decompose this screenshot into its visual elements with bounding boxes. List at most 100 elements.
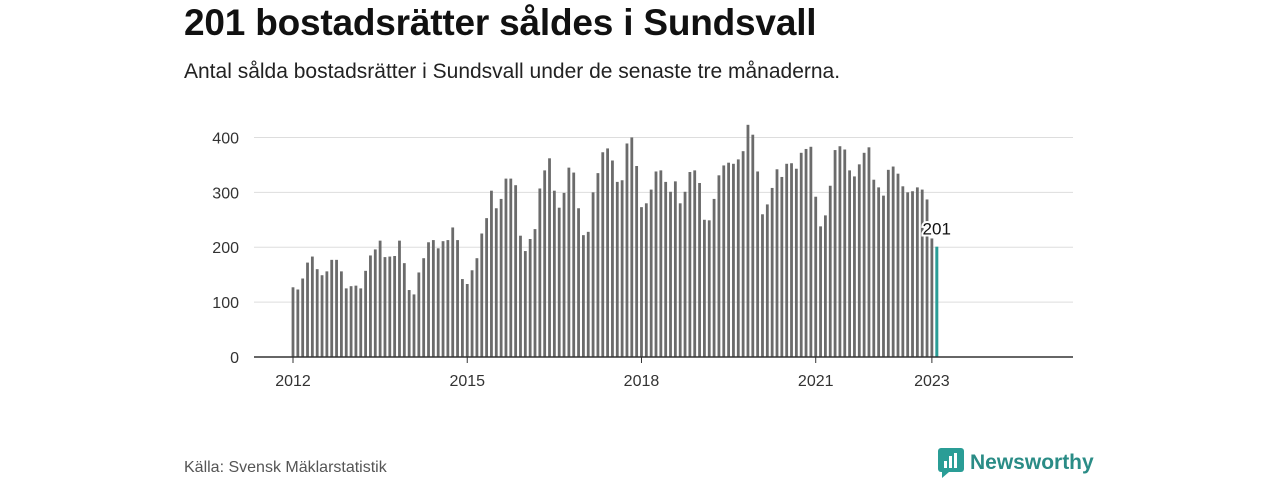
- bar: [727, 162, 730, 357]
- bar: [567, 167, 571, 357]
- chart-title: 201 bostadsrätter såldes i Sundsvall: [184, 2, 817, 43]
- bar: [911, 191, 914, 357]
- bar: [780, 176, 784, 357]
- bar: [630, 137, 634, 357]
- bar: [785, 163, 789, 357]
- bar: [906, 192, 910, 357]
- bar: [930, 238, 934, 357]
- bar: [291, 287, 295, 357]
- y-tick-label: 0: [230, 350, 239, 367]
- bar: [809, 146, 813, 357]
- bar: [853, 176, 856, 357]
- bar: [838, 146, 842, 357]
- bar: [378, 240, 382, 357]
- bar: [688, 172, 692, 357]
- bar: [465, 284, 469, 357]
- bar: [552, 190, 556, 357]
- bar: [548, 158, 551, 357]
- bars: [291, 124, 939, 357]
- bar: [422, 258, 426, 357]
- bar: [891, 166, 895, 357]
- highlight-value-label: 201: [923, 220, 951, 239]
- bar: [615, 181, 619, 357]
- bar: [828, 185, 832, 357]
- newsworthy-logo-icon: [938, 448, 964, 478]
- chart-subtitle: Antal sålda bostadsrätter i Sundsvall un…: [184, 60, 841, 83]
- bar: [417, 272, 421, 357]
- bar: [794, 168, 798, 357]
- bar: [659, 170, 663, 357]
- bar: [485, 218, 488, 357]
- bar: [301, 278, 305, 357]
- bar: [499, 198, 503, 357]
- bar: [446, 240, 450, 357]
- bar: [538, 188, 542, 357]
- x-tick-label: 2023: [914, 373, 950, 390]
- bar: [441, 241, 445, 357]
- bar: [480, 233, 484, 357]
- bar: [562, 192, 566, 357]
- bar: [673, 181, 677, 357]
- bar: [765, 204, 769, 357]
- bar: [344, 288, 348, 357]
- bar: [678, 203, 682, 357]
- bar: [799, 152, 803, 357]
- bar: [582, 235, 585, 357]
- bar-highlight: [935, 246, 939, 357]
- bar: [872, 179, 876, 357]
- bar: [504, 178, 508, 357]
- bar: [509, 178, 513, 357]
- bar: [707, 220, 711, 357]
- bar: [620, 180, 624, 357]
- bar-chart: 0 100 200 300 400 2012 2015 2018 2021 2023 201: [212, 124, 1073, 390]
- labels: 201: [921, 218, 953, 241]
- bar: [824, 215, 827, 357]
- bar: [431, 240, 435, 357]
- y-tick-label: 100: [212, 295, 239, 312]
- bar: [557, 207, 561, 357]
- bar: [756, 171, 760, 357]
- bar: [586, 231, 590, 357]
- bar: [340, 271, 343, 357]
- bar: [925, 199, 929, 357]
- bar: [402, 263, 406, 357]
- bar: [451, 227, 455, 357]
- bar: [741, 151, 745, 357]
- bar: [877, 187, 881, 357]
- bar: [886, 169, 890, 357]
- bar: [398, 240, 401, 357]
- bar: [736, 159, 740, 357]
- brand-name: Newsworthy: [970, 451, 1094, 474]
- bar: [775, 169, 779, 357]
- axes: 0 100 200 300 400 2012 2015 2018 2021 2023: [212, 130, 1073, 390]
- bar: [915, 187, 919, 357]
- bar: [640, 207, 643, 357]
- bar: [388, 256, 392, 357]
- bar: [427, 242, 430, 357]
- bar: [596, 173, 600, 357]
- x-tick-label: 2012: [275, 373, 311, 390]
- bar: [848, 170, 851, 357]
- y-tick-label: 400: [212, 130, 239, 147]
- bar: [920, 189, 924, 357]
- bar: [770, 187, 774, 357]
- bar: [867, 147, 871, 357]
- bar: [456, 240, 459, 357]
- bar: [393, 256, 397, 357]
- bar: [523, 251, 527, 357]
- bar: [383, 257, 387, 357]
- bar: [354, 285, 358, 357]
- bar: [611, 160, 614, 357]
- bar: [470, 270, 474, 357]
- brand-logo[interactable]: Newsworthy: [938, 448, 1094, 478]
- bar: [664, 181, 668, 357]
- bar: [296, 289, 300, 357]
- y-tick-label: 200: [212, 240, 239, 257]
- bar: [572, 172, 576, 357]
- bar: [320, 275, 324, 357]
- bar: [722, 165, 726, 357]
- bar: [683, 191, 687, 357]
- bar: [746, 124, 750, 357]
- bar: [654, 171, 658, 357]
- bar: [635, 165, 639, 357]
